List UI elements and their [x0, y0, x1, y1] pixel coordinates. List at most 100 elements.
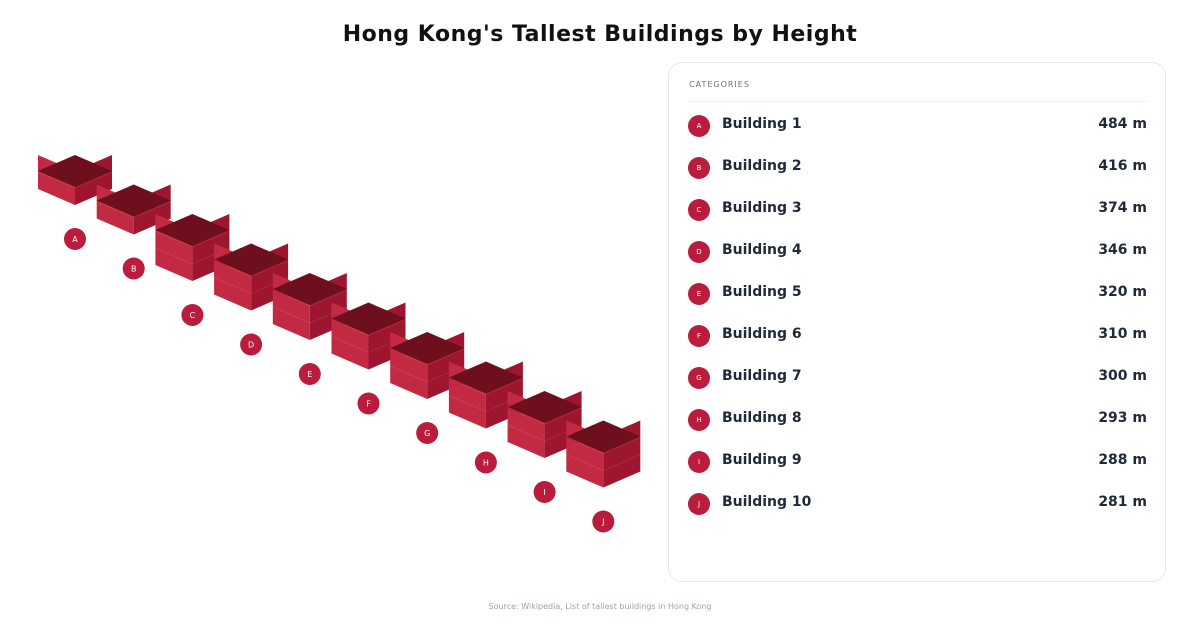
- cube-layer-right: [368, 319, 406, 353]
- cube-layer-left: [331, 336, 369, 370]
- row-name: Building 6: [722, 326, 802, 342]
- stack-badge-label: J: [601, 518, 604, 527]
- cube-layer-left: [272, 290, 310, 323]
- stack-badge-label: H: [483, 459, 489, 468]
- cube-layer-left: [155, 248, 193, 281]
- cube-layer-left: [214, 260, 252, 294]
- stack-3: [155, 214, 230, 281]
- row-name: Building 1: [722, 116, 802, 132]
- cube-layer-left: [38, 172, 75, 205]
- row-name: Building 3: [722, 200, 802, 216]
- stack-badge: [533, 481, 556, 503]
- row-name: Building 2: [722, 158, 802, 174]
- cube-layer-right: [309, 290, 347, 323]
- stack-badge: [474, 451, 497, 474]
- row-value: 374 m: [1098, 200, 1147, 216]
- row-badge: B: [688, 157, 710, 179]
- cube-top: [331, 302, 406, 335]
- stack-2: [96, 184, 171, 235]
- cube-layer-left: [272, 307, 310, 340]
- stack-badge-label: D: [248, 341, 254, 350]
- cube-layer-right: [603, 454, 641, 488]
- row-badge: E: [688, 283, 710, 305]
- stack-badge: [416, 422, 439, 444]
- stack-1: [38, 155, 112, 205]
- row-value: 346 m: [1098, 242, 1147, 258]
- cube-top: [38, 155, 112, 187]
- cube-top: [214, 243, 289, 276]
- row-value: 320 m: [1098, 284, 1147, 300]
- row-value: 300 m: [1098, 368, 1147, 384]
- row-badge: G: [688, 367, 710, 389]
- legend-row: C Building 3 374 m: [669, 197, 1165, 237]
- stack-badge: [181, 304, 204, 326]
- legend-row: H Building 8 293 m: [669, 407, 1165, 447]
- stack-badge: [357, 392, 380, 415]
- cube-layer-right: [251, 260, 289, 294]
- row-value: 484 m: [1098, 116, 1147, 132]
- row-value: 293 m: [1098, 410, 1147, 426]
- cube-layer-right: [544, 408, 582, 441]
- row-badge: F: [688, 325, 710, 347]
- cube-layer-left: [448, 395, 486, 429]
- stack-badge-label: B: [131, 265, 137, 274]
- row-value: 310 m: [1098, 326, 1147, 342]
- stack-7: [390, 332, 465, 399]
- stack-10: [566, 420, 641, 488]
- row-badge: J: [688, 493, 710, 515]
- stack-badge: [298, 363, 321, 385]
- cube-layer-right: [133, 201, 171, 235]
- legend-row: J Building 10 281 m: [669, 491, 1165, 531]
- legend-row: D Building 4 346 m: [669, 239, 1165, 279]
- row-badge: A: [688, 115, 710, 137]
- stack-badge-label: I: [543, 488, 545, 497]
- stack-4: [214, 243, 289, 311]
- cube-layer-left: [214, 277, 252, 311]
- legend-row: G Building 7 300 m: [669, 365, 1165, 405]
- cube-top: [566, 420, 641, 453]
- stack-badge: [592, 510, 615, 533]
- cube-layer-left: [566, 437, 604, 471]
- row-badge: I: [688, 451, 710, 473]
- stack-badge: [122, 257, 145, 280]
- stack-badge-label: G: [424, 429, 430, 438]
- legend-row: E Building 5 320 m: [669, 281, 1165, 321]
- cube-layer-left: [448, 378, 486, 412]
- cube-top: [155, 214, 230, 246]
- cube-top: [507, 391, 582, 423]
- cube-layer-right: [427, 349, 465, 382]
- row-name: Building 8: [722, 410, 802, 426]
- row-value: 281 m: [1098, 494, 1147, 510]
- cube-layer-right: [75, 172, 112, 205]
- stack-8: [448, 361, 523, 429]
- stack-badge-label: C: [190, 311, 196, 320]
- stack-badge-label: F: [366, 400, 371, 409]
- stack-badge-label: A: [72, 235, 78, 244]
- cube-layer-left: [390, 366, 428, 399]
- stack-6: [331, 302, 406, 370]
- cube-layer-left: [566, 454, 604, 488]
- row-badge: H: [688, 409, 710, 431]
- source-note: Source: Wikipedia, List of tallest build…: [488, 602, 712, 611]
- row-badge: D: [688, 241, 710, 263]
- row-name: Building 9: [722, 452, 802, 468]
- legend-row: F Building 6 310 m: [669, 323, 1165, 363]
- chart-title: Hong Kong's Tallest Buildings by Height: [342, 22, 858, 47]
- cube-layer-right: [603, 437, 641, 471]
- stack-badge: [64, 228, 86, 250]
- row-value: 416 m: [1098, 158, 1147, 174]
- legend-row: A Building 1 484 m: [669, 113, 1165, 153]
- cube-top: [448, 361, 523, 394]
- cube-layer-left: [155, 231, 193, 264]
- cube-layer-right: [192, 231, 230, 264]
- legend-row: B Building 2 416 m: [669, 155, 1165, 195]
- cube-layer-left: [390, 349, 428, 382]
- stacked-cubes-chart: A B C D E F G H I J: [38, 155, 641, 533]
- row-name: Building 10: [722, 494, 812, 510]
- cube-layer-left: [507, 408, 545, 441]
- stack-badge-label: E: [307, 370, 312, 379]
- row-value: 288 m: [1098, 452, 1147, 468]
- cube-top: [96, 184, 171, 217]
- row-badge: C: [688, 199, 710, 221]
- row-name: Building 4: [722, 242, 802, 258]
